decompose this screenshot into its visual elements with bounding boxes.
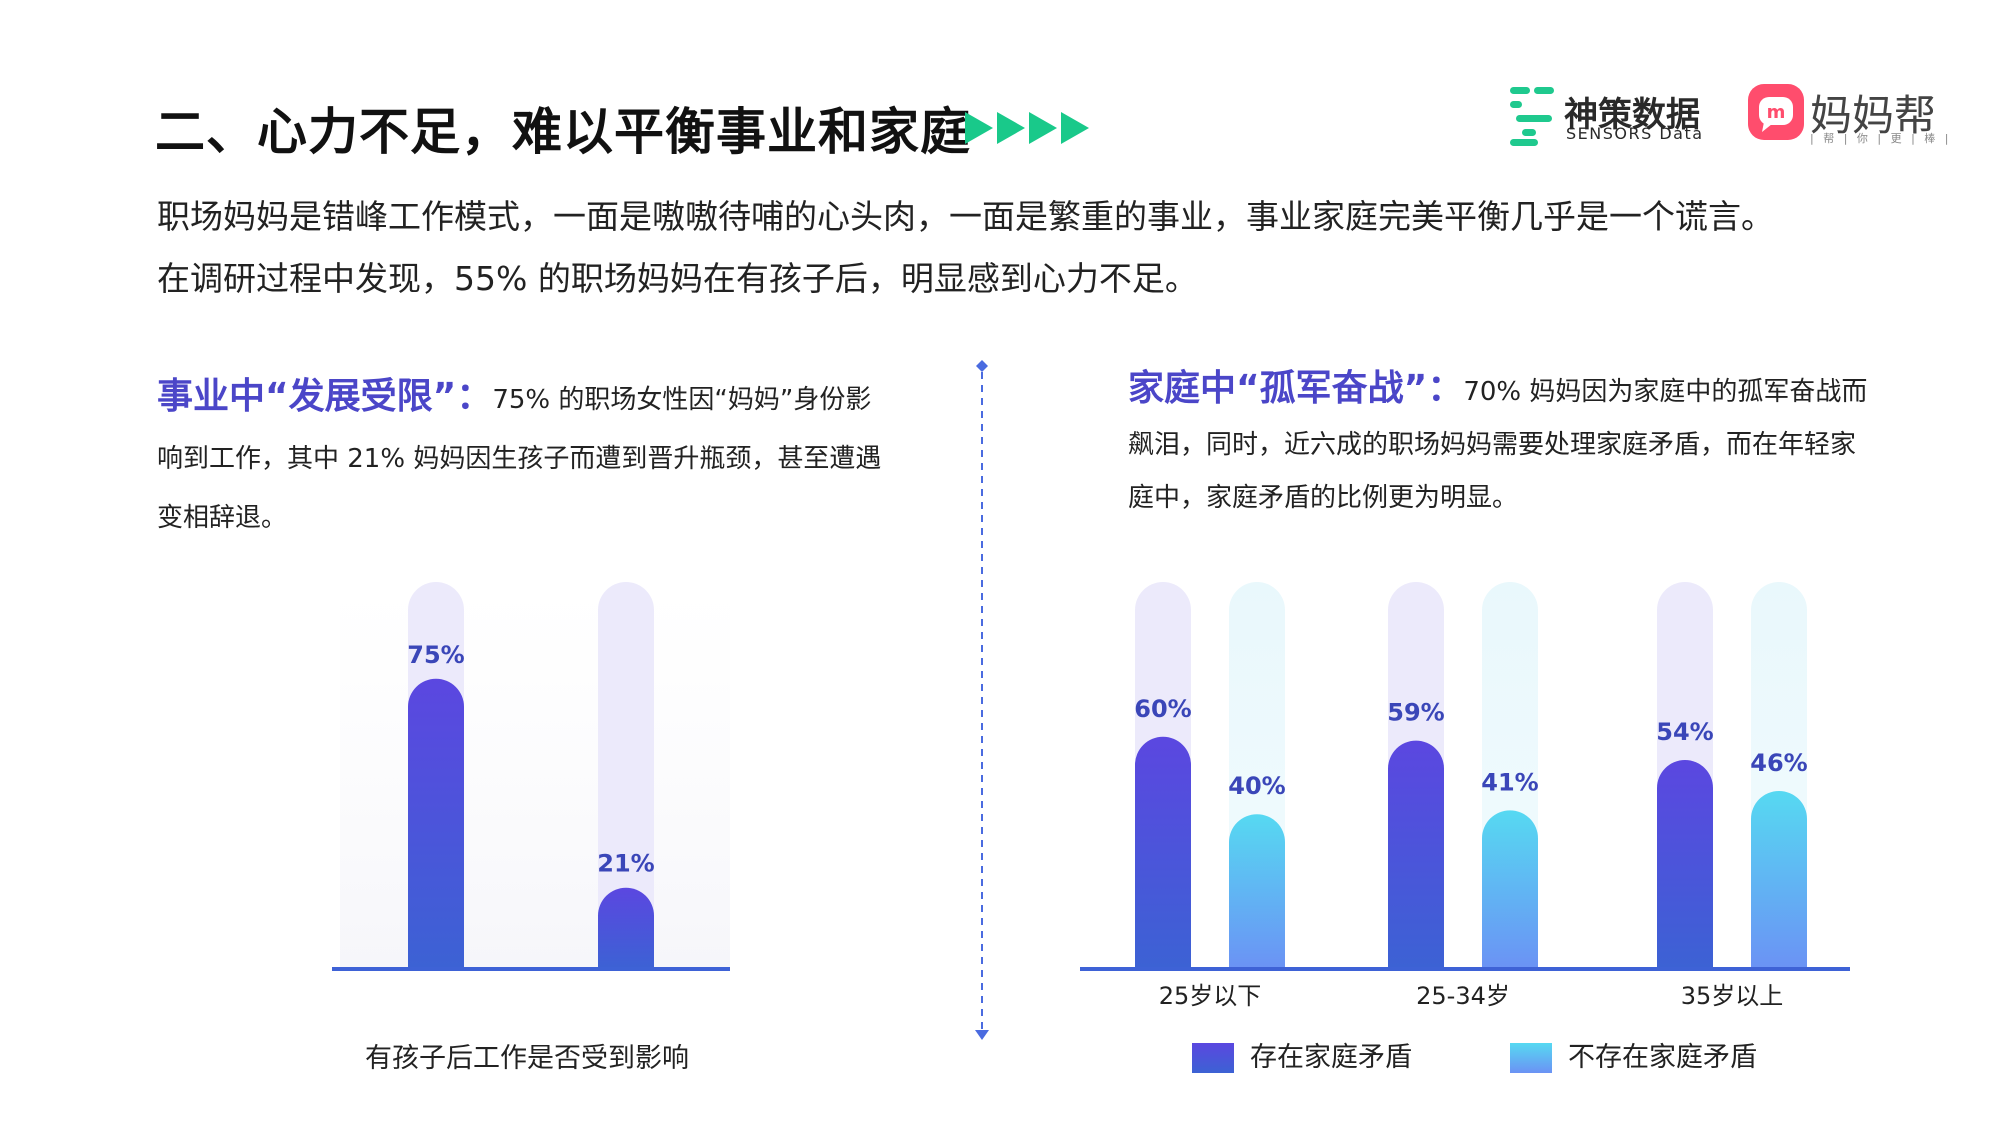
right-section-heading: 家庭中“孤军奋战”： [1128, 368, 1464, 409]
mmb-logo-name: 妈妈帮 [1810, 91, 1937, 140]
category-tick-label: 35岁以上 [1681, 982, 1784, 1010]
bar-value-label: 54% [1656, 718, 1713, 746]
sensors-data-logo-icon [1510, 87, 1554, 146]
page-title: 二、心力不足，难以平衡事业和家庭 [155, 103, 971, 161]
bar-value-label: 41% [1481, 768, 1538, 796]
left-bar-chart: 75% 21% 有孩子后工作是否受到影响 [332, 582, 730, 1074]
bar [1657, 760, 1713, 969]
bar-value-label: 75% [407, 641, 464, 669]
sensors-logo-name-en: SENSORS Data [1566, 124, 1704, 143]
bar [1751, 790, 1808, 969]
svg-text:m: m [1767, 102, 1786, 123]
legend-label: 存在家庭矛盾 [1250, 1042, 1412, 1073]
legend-swatch [1192, 1043, 1234, 1073]
bar [408, 678, 465, 969]
right-section-text: 家庭中“孤军奋战”：70% 妈妈因为家庭中的孤军奋战而飙泪，同时，近六成的职场妈… [1128, 364, 1873, 526]
bar [1135, 736, 1191, 969]
bar-value-label: 59% [1387, 699, 1444, 727]
legend-swatch [1510, 1043, 1552, 1073]
right-section-body: 70% 妈妈因为家庭中的孤军奋战而飙泪，同时，近六成的职场妈妈需要处理家庭矛盾，… [1128, 377, 1868, 513]
mmb-logo-slogan: | 帮 | 你 | 更 | 棒 | [1810, 132, 1952, 145]
right-grouped-bar-chart: 60% 40% 25岁以下 59% 41% 25-34岁 54% 46% 35岁以上存在家庭矛盾… [1080, 582, 1850, 1073]
chart-background [340, 585, 730, 969]
left-section-text: 事业中“发展受限”：75% 的职场女性因“妈妈”身份影响到工作，其中 21% 妈… [157, 368, 887, 549]
category-tick-label: 25岁以下 [1159, 982, 1262, 1010]
left-section-body: 75% 的职场女性因“妈妈”身份影响到工作，其中 21% 妈妈因生孩子而遭到晋升… [157, 385, 882, 533]
bar-track [598, 582, 654, 969]
category-tick-label: 25-34岁 [1416, 982, 1510, 1010]
bar [1229, 814, 1285, 969]
bar-value-label: 40% [1228, 772, 1285, 800]
bar [1388, 740, 1444, 969]
divider-top-diamond-icon [976, 360, 988, 372]
bar-value-label: 21% [597, 850, 654, 878]
section-divider [975, 360, 989, 1040]
mmb-logo-icon: m [1748, 84, 1804, 140]
left-section-heading: 事业中“发展受限”： [157, 376, 493, 417]
divider-arrow-down-icon [975, 1030, 989, 1040]
arrows-icon [965, 112, 1089, 144]
bar-value-label: 46% [1750, 749, 1807, 777]
intro-line-1: 职场妈妈是错峰工作模式，一面是嗷嗷待哺的心头肉，一面是繁重的事业，事业家庭完美平… [157, 197, 1774, 236]
sensors-logo-name: 神策数据 [1564, 95, 1700, 135]
legend-label: 不存在家庭矛盾 [1568, 1042, 1757, 1073]
bar-value-label: 60% [1134, 695, 1191, 723]
bar [1482, 810, 1538, 969]
intro-line-2: 在调研过程中发现，55% 的职场妈妈在有孩子后，明显感到心力不足。 [157, 259, 1198, 298]
bar [598, 887, 654, 969]
x-axis-label: 有孩子后工作是否受到影响 [365, 1043, 689, 1074]
